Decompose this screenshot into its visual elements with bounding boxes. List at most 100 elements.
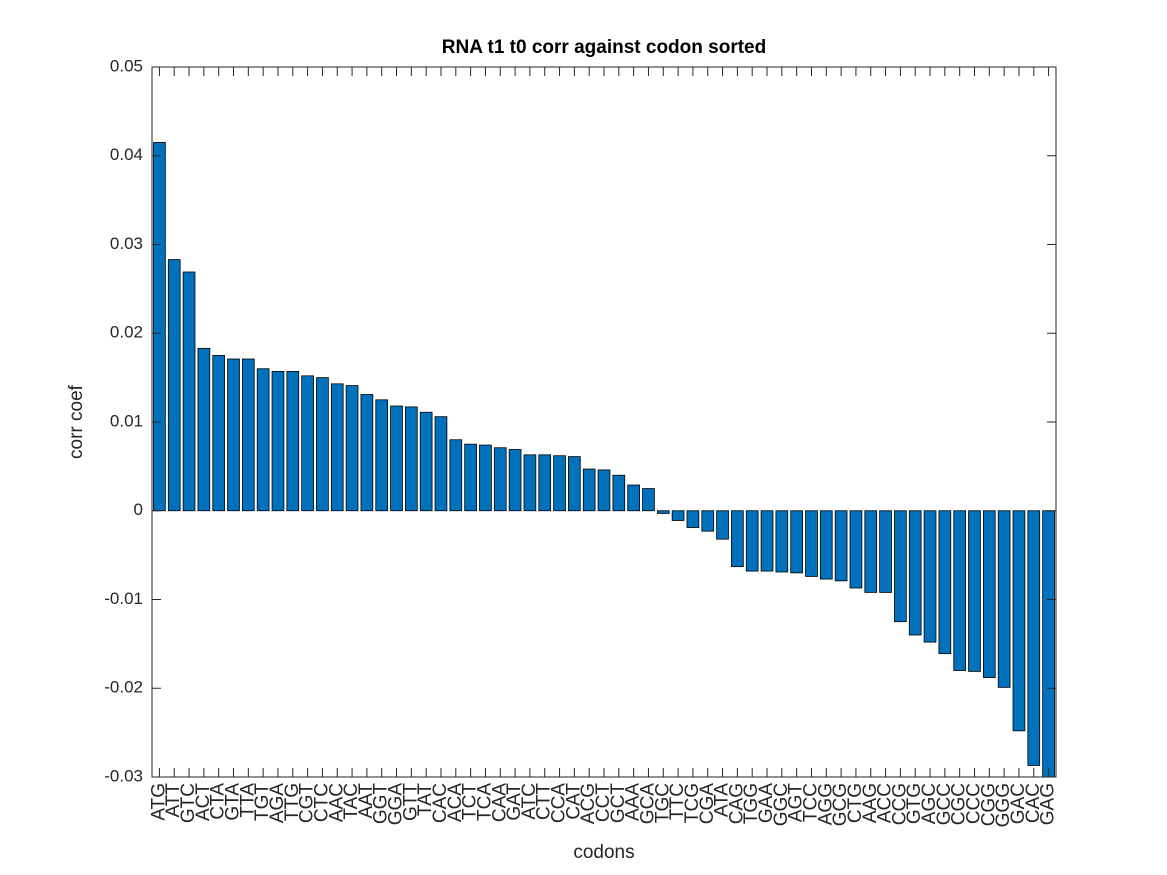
- x-tick-label: GAG: [1038, 783, 1059, 825]
- bar: [790, 510, 803, 574]
- x-tick-label: ACA: [445, 783, 466, 822]
- x-tick-label: CAT: [563, 783, 584, 820]
- x-tick-label: CTG: [845, 783, 866, 823]
- x-tick-label: AGG: [815, 783, 836, 825]
- bar: [597, 469, 611, 512]
- x-tick-label: GTA: [223, 783, 244, 821]
- bar: [345, 385, 359, 512]
- bar: [449, 439, 463, 512]
- y-tick-label: 0: [134, 500, 143, 519]
- x-tick-label: ATA: [712, 783, 733, 817]
- bar: [241, 358, 255, 512]
- bar: [568, 456, 581, 512]
- x-tick-label: CAC: [430, 783, 451, 823]
- bar: [908, 510, 922, 636]
- x-tick-label: AGT: [786, 783, 807, 822]
- bar: [805, 510, 818, 577]
- x-tick-label: AAT: [356, 783, 377, 819]
- bar: [479, 444, 492, 512]
- x-tick-label: GCG: [830, 783, 851, 826]
- bar: [301, 375, 314, 512]
- y-tick-label: 0.01: [110, 411, 143, 430]
- x-tick-label: GAA: [756, 783, 777, 823]
- x-tick-label: ATC: [519, 783, 540, 820]
- bar: [701, 510, 715, 532]
- bar: [834, 510, 848, 582]
- x-tick-label: TGC: [652, 783, 673, 823]
- bar: [508, 449, 522, 512]
- x-tick-label: CCA: [549, 783, 570, 823]
- bar: [849, 510, 863, 589]
- bar: [686, 510, 700, 529]
- bar: [167, 259, 181, 512]
- bar: [968, 510, 981, 672]
- x-tick-label: GTT: [400, 783, 421, 821]
- bar: [197, 347, 211, 512]
- bar: [819, 510, 833, 580]
- x-tick-label: CTC: [311, 783, 332, 822]
- x-tick-label: CTT: [534, 783, 555, 820]
- bar: [286, 371, 300, 512]
- x-tick-label: TCT: [460, 783, 481, 820]
- y-tick-label: 0.04: [110, 145, 143, 164]
- bar: [375, 399, 389, 512]
- bar: [982, 510, 996, 679]
- y-tick-label: -0.02: [104, 678, 143, 697]
- x-tick-label: AAG: [860, 783, 881, 823]
- x-tick-label: GGA: [386, 783, 407, 826]
- x-tick-label: CCC: [964, 783, 985, 824]
- bar: [523, 454, 537, 512]
- x-tick-label: TGG: [741, 783, 762, 824]
- bar: [745, 510, 759, 572]
- x-tick-label: TGT: [252, 783, 273, 821]
- bar: [731, 510, 744, 568]
- bar: [923, 510, 937, 643]
- bar: [1027, 510, 1041, 766]
- bar: [627, 484, 640, 512]
- x-tick-label: GGG: [993, 783, 1014, 827]
- bar: [864, 510, 878, 593]
- y-tick-label: 0.03: [110, 234, 143, 253]
- chart-title: RNA t1 t0 corr against codon sorted: [442, 37, 766, 58]
- x-tick-label: CGA: [697, 783, 718, 825]
- x-tick-label: AGA: [267, 783, 288, 823]
- x-tick-label: GGT: [371, 783, 392, 825]
- x-tick-label: TTG: [282, 783, 303, 821]
- x-tick-label: ACG: [578, 783, 599, 824]
- bar: [493, 447, 507, 512]
- bar: [360, 394, 374, 512]
- bar: [153, 142, 166, 512]
- bar: [642, 488, 655, 512]
- bar: [1042, 510, 1055, 778]
- bar: [271, 371, 285, 512]
- x-tick-label: CAA: [489, 783, 510, 822]
- x-tick-label: GCC: [934, 783, 955, 825]
- x-tick-label: CAC: [1023, 783, 1044, 823]
- y-tick-label: 0.02: [110, 323, 143, 342]
- x-tick-label: TCG: [682, 783, 703, 823]
- bar: [419, 411, 433, 512]
- bar: [390, 405, 403, 512]
- bar: [953, 510, 967, 671]
- x-tick-label: ACT: [193, 783, 214, 821]
- bar: [760, 510, 774, 572]
- bar: [582, 468, 596, 512]
- bar: [227, 358, 240, 512]
- bar: [553, 455, 566, 512]
- x-tick-label: GTG: [904, 783, 925, 824]
- bar: [671, 510, 685, 521]
- x-tick-label: CCT: [593, 783, 614, 822]
- bar: [538, 454, 552, 512]
- x-tick-label: TAT: [415, 783, 436, 816]
- bar: [464, 443, 477, 512]
- bar: [405, 406, 418, 512]
- y-tick-label: -0.03: [104, 766, 143, 785]
- bar: [879, 510, 892, 593]
- x-tick-label: AGC: [919, 783, 940, 824]
- x-tick-label: GAT: [504, 783, 525, 821]
- x-axis-label: codons: [573, 842, 634, 863]
- plot-frame: [151, 66, 1057, 778]
- bar: [1012, 510, 1026, 732]
- x-tick-label: ATG: [148, 783, 169, 821]
- x-tick-label: CGC: [949, 783, 970, 825]
